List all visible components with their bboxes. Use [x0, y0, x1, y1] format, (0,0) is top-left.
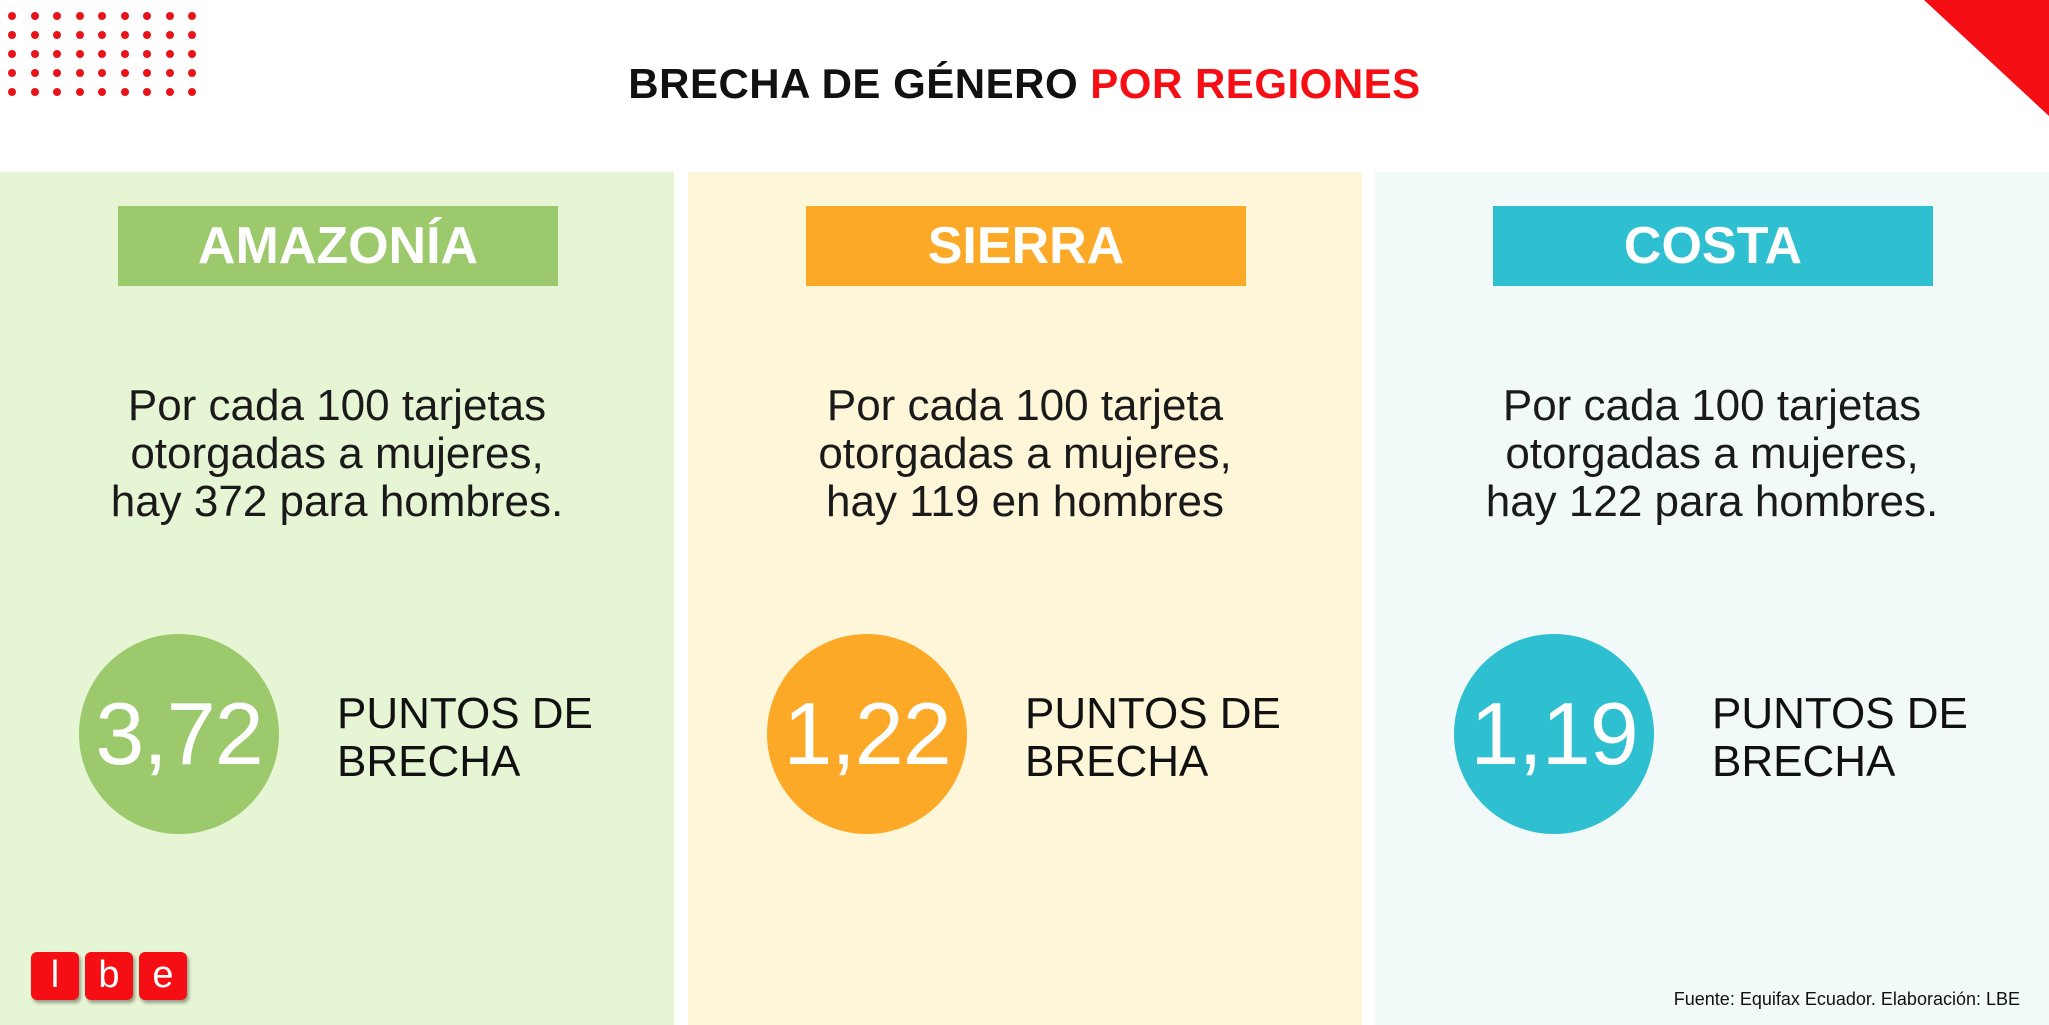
logo-letter: e	[139, 952, 187, 1000]
gap-value-circle: 1,19	[1454, 634, 1654, 834]
gap-points-label: PUNTOS DE BRECHA	[1025, 689, 1281, 786]
gap-points-label: PUNTOS DE BRECHA	[337, 689, 593, 786]
source-caption: Fuente: Equifax Ecuador. Elaboración: LB…	[1673, 989, 2020, 1009]
logo-letter: b	[85, 952, 133, 1000]
gap-points-label: PUNTOS DE BRECHA	[1712, 689, 1968, 786]
region-panel-sierra: SIERRA Por cada 100 tarjeta otorgadas a …	[688, 172, 1362, 1025]
gap-value-circle: 3,72	[79, 634, 279, 834]
region-header: COSTA	[1493, 206, 1933, 286]
page-title: BRECHA DE GÉNERO POR REGIONES	[0, 60, 2049, 108]
region-panel-costa: COSTA Por cada 100 tarjetas otorgadas a …	[1375, 172, 2049, 1025]
lbe-logo: l b e	[31, 952, 187, 1000]
region-panel-amazonia: AMAZONÍA Por cada 100 tarjetas otorgadas…	[0, 172, 674, 1025]
title-main: BRECHA DE GÉNERO	[628, 60, 1079, 107]
logo-letter: l	[31, 952, 79, 1000]
region-description: Por cada 100 tarjetas otorgadas a mujere…	[1485, 381, 1939, 526]
region-header: AMAZONÍA	[118, 206, 558, 286]
gap-value-circle: 1,22	[767, 634, 967, 834]
region-header: SIERRA	[806, 206, 1246, 286]
region-description: Por cada 100 tarjeta otorgadas a mujeres…	[818, 381, 1232, 526]
region-description: Por cada 100 tarjetas otorgadas a mujere…	[110, 381, 564, 526]
title-accent: POR REGIONES	[1090, 60, 1421, 107]
decorative-dot-grid	[8, 12, 197, 97]
